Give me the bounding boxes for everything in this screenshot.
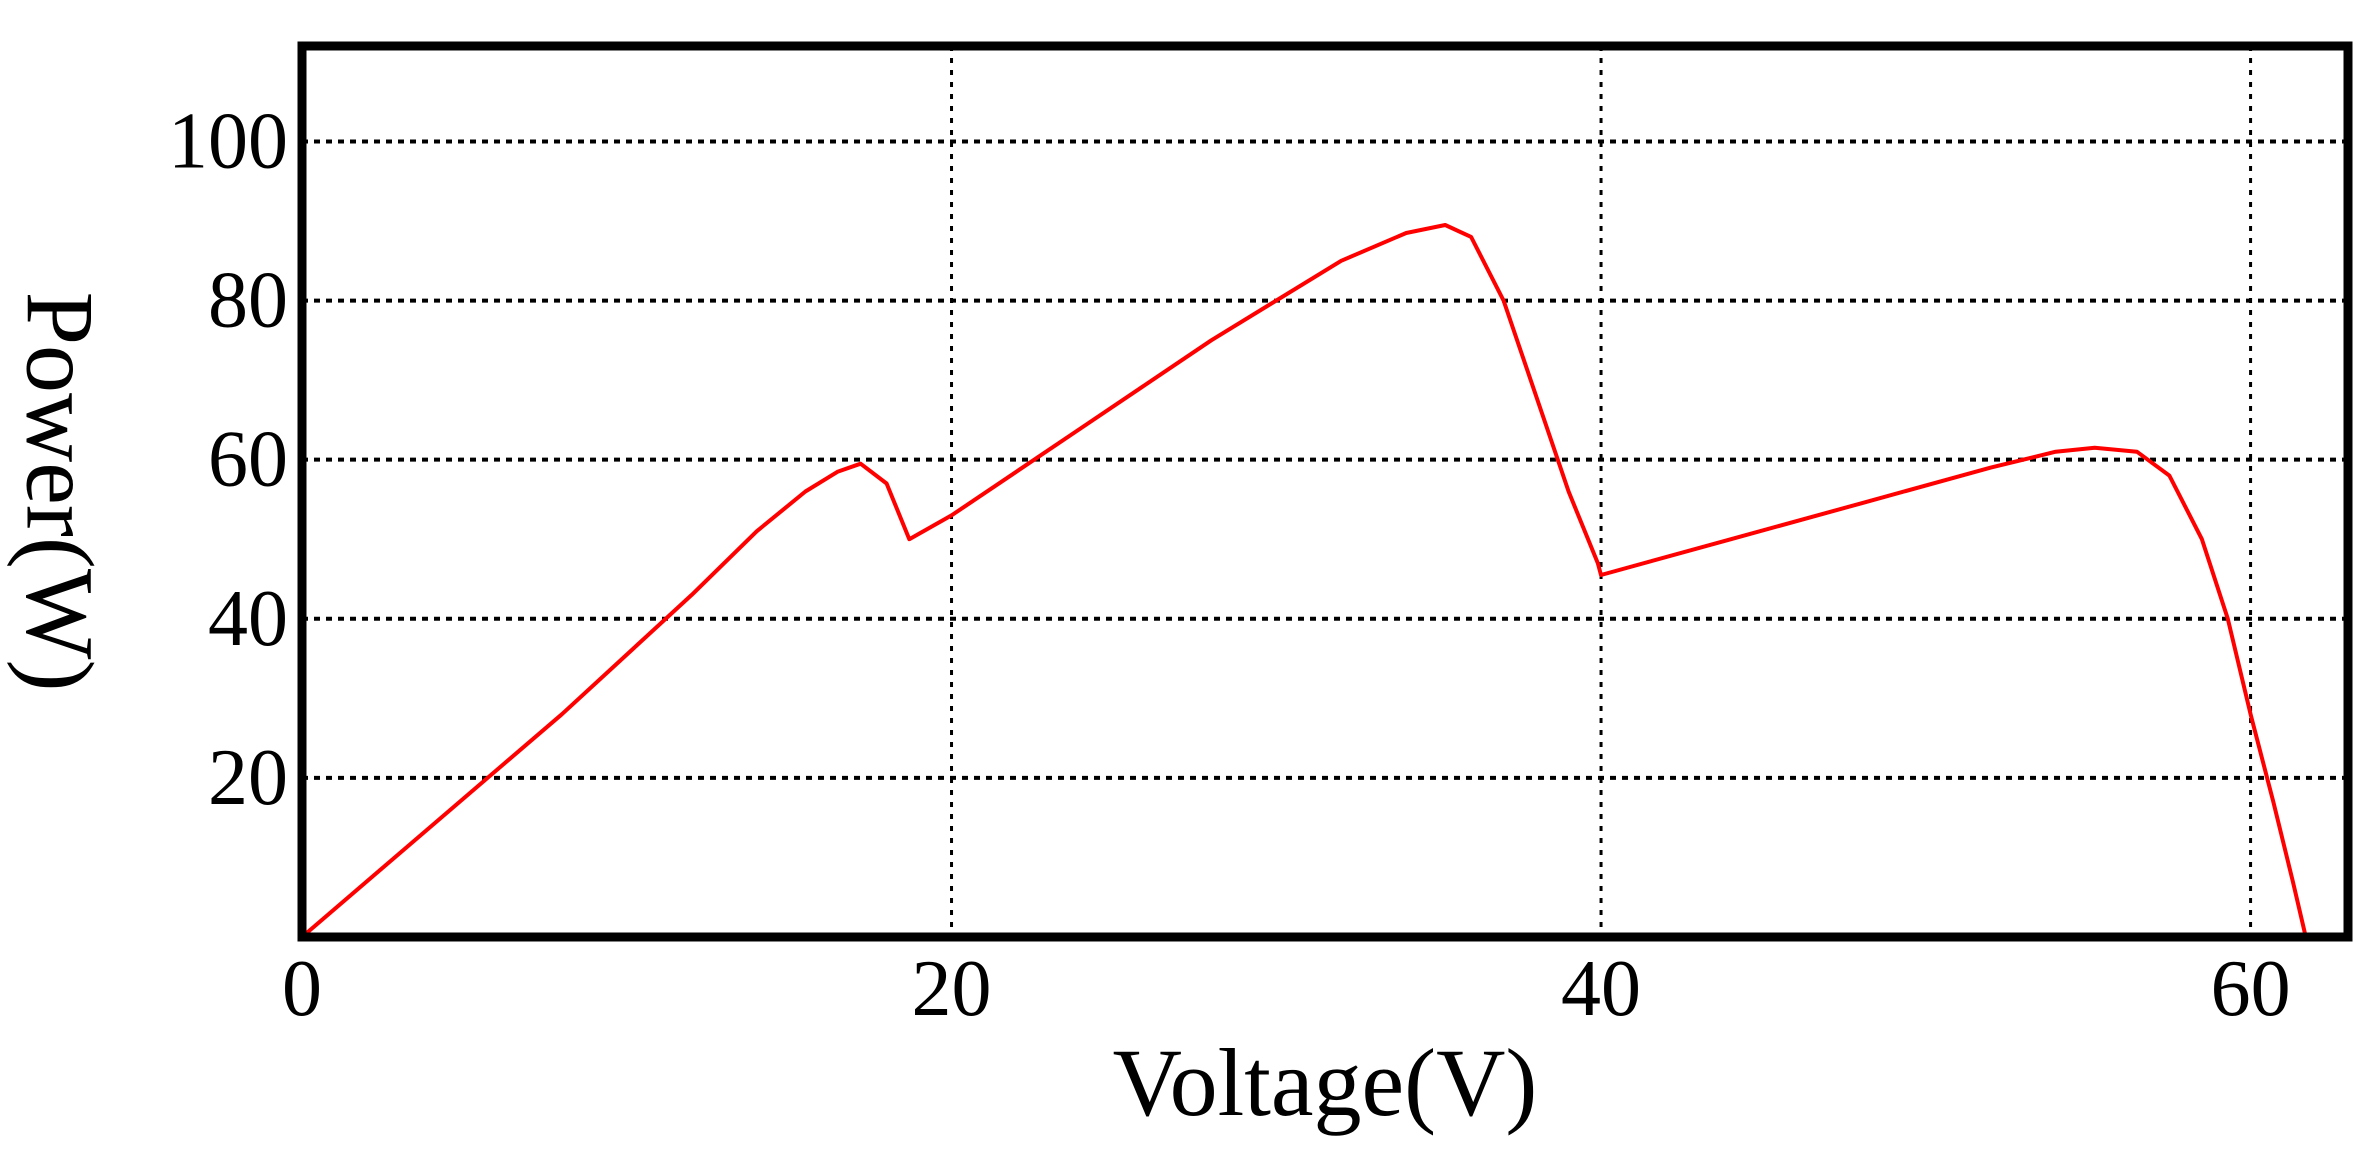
- y-tick-label: 100: [168, 97, 288, 185]
- y-tick-labels: 20 40 60 80 100: [168, 97, 288, 821]
- x-tick-label: 0: [282, 945, 322, 1033]
- y-axis-label: Power(W): [7, 292, 114, 692]
- y-tick-label: 40: [208, 575, 288, 663]
- x-tick-labels: 0 20 40 60: [282, 945, 2291, 1033]
- x-tick-label: 60: [2211, 945, 2291, 1033]
- x-tick-label: 40: [1561, 945, 1641, 1033]
- x-tick-label: 20: [912, 945, 992, 1033]
- y-tick-label: 80: [208, 257, 288, 345]
- x-axis-label: Voltage(V): [1113, 1029, 1538, 1136]
- plot-frame: [297, 41, 2353, 942]
- series-line: [300, 223, 2308, 939]
- y-tick-label: 60: [208, 416, 288, 504]
- grid-lines: [302, 46, 2348, 937]
- y-tick-label: 20: [208, 734, 288, 822]
